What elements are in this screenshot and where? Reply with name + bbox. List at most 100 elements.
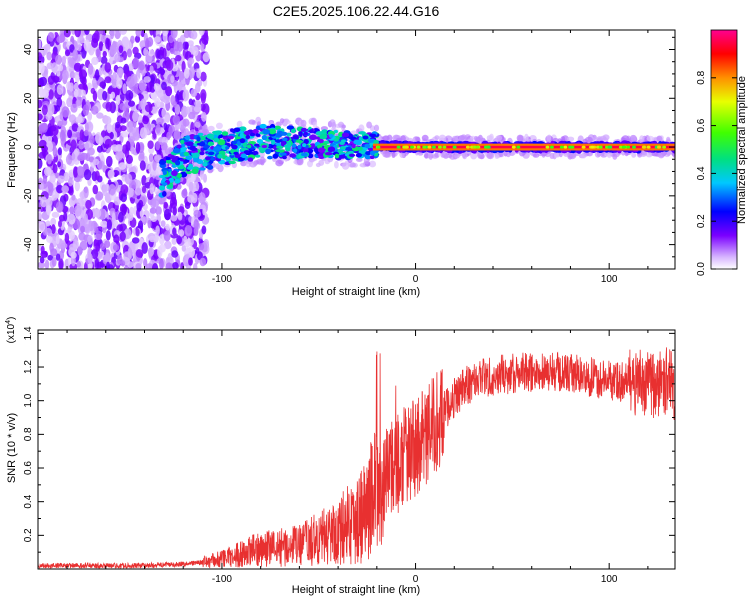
noise-cell	[163, 201, 168, 209]
signal-cell	[183, 151, 190, 157]
noise-cell	[198, 30, 205, 36]
signal-cell	[355, 153, 362, 158]
signal-cell	[348, 153, 356, 157]
noise-cell	[87, 178, 92, 186]
noise-cell	[151, 90, 157, 101]
noise-cell	[58, 258, 64, 269]
signal-cell	[318, 155, 325, 159]
noise-cell	[83, 186, 89, 199]
noise-cell	[156, 117, 164, 125]
noise-cell	[125, 90, 134, 101]
spectrogram-ytick-label: -20	[23, 188, 34, 203]
signal-cell	[175, 160, 181, 166]
haze-cell	[599, 135, 607, 141]
noise-cell	[201, 225, 207, 235]
noise-cell	[96, 112, 104, 119]
signal-cell	[247, 157, 254, 162]
noise-cell	[52, 146, 58, 158]
haze-cell	[639, 135, 645, 143]
noise-cell	[88, 63, 94, 75]
noise-cell	[70, 251, 77, 259]
noise-cell	[102, 50, 107, 58]
noise-cell	[125, 154, 133, 164]
signal-cell	[369, 155, 375, 160]
signal-cell	[276, 145, 284, 149]
noise-cell	[113, 220, 119, 227]
signal-cell	[307, 153, 314, 159]
noise-cell	[159, 68, 165, 76]
noise-cell	[172, 114, 180, 125]
snr-ytick-label: 1.0	[23, 393, 34, 407]
noise-cell	[202, 208, 207, 216]
noise-cell	[95, 48, 101, 58]
noise-cell	[163, 122, 168, 131]
signal-cell	[176, 172, 183, 179]
noise-cell	[84, 224, 90, 233]
haze-cell	[631, 152, 637, 158]
noise-cell	[58, 220, 62, 228]
noise-cell	[132, 110, 139, 122]
noise-cell	[153, 83, 161, 91]
noise-cell	[170, 214, 178, 222]
noise-cell	[70, 103, 78, 113]
noise-cell	[54, 105, 61, 112]
noise-cell	[198, 192, 206, 204]
noise-cell	[118, 45, 124, 53]
noise-cell	[163, 230, 171, 242]
signal-cell	[341, 132, 350, 138]
noise-cell	[78, 139, 85, 150]
signal-cell	[267, 155, 273, 160]
noise-cell	[38, 62, 45, 74]
signal-cell	[162, 191, 167, 197]
noise-cell	[47, 103, 55, 116]
haze-cell	[373, 124, 380, 132]
signal-cell	[303, 147, 309, 154]
haze-cell	[358, 124, 365, 132]
snr-ytick-label: 1.4	[23, 326, 34, 340]
snr-ytick-label: 0.2	[23, 528, 34, 542]
haze-cell	[442, 154, 449, 159]
tone-cell	[545, 145, 550, 149]
noise-cell	[192, 46, 199, 57]
haze-cell	[248, 119, 256, 125]
noise-cell	[87, 147, 95, 156]
noise-cell	[75, 99, 81, 107]
noise-cell	[196, 68, 202, 79]
noise-cell	[183, 235, 188, 243]
noise-cell	[64, 232, 70, 244]
noise-cell	[118, 162, 127, 170]
noise-cell	[201, 111, 207, 122]
tone-cell	[590, 145, 595, 149]
noise-cell	[38, 221, 46, 232]
noise-cell	[39, 256, 45, 264]
noise-cell	[38, 212, 42, 221]
noise-cell	[48, 89, 54, 100]
noise-cell	[193, 209, 201, 218]
noise-cell	[114, 30, 121, 40]
noise-cell	[60, 242, 68, 249]
noise-cell	[46, 205, 51, 216]
signal-cell	[334, 153, 340, 159]
tone-cell	[516, 145, 521, 149]
noise-cell	[85, 199, 92, 210]
noise-cell	[155, 225, 160, 236]
noise-cell	[46, 154, 52, 165]
haze-cell	[283, 119, 291, 125]
noise-cell	[42, 104, 48, 116]
noise-cell	[106, 155, 113, 168]
signal-cell	[185, 155, 193, 161]
noise-cell	[155, 206, 162, 216]
signal-cell	[319, 142, 328, 146]
haze-cell	[584, 136, 593, 144]
noise-cell	[172, 101, 178, 108]
noise-cell	[51, 194, 58, 201]
haze-cell	[657, 150, 665, 159]
noise-cell	[187, 194, 194, 203]
signal-cell	[292, 136, 299, 140]
signal-cell	[365, 151, 372, 156]
signal-cell	[282, 137, 288, 142]
noise-cell	[69, 71, 76, 80]
tone-cell	[416, 145, 421, 149]
noise-cell	[119, 223, 127, 232]
